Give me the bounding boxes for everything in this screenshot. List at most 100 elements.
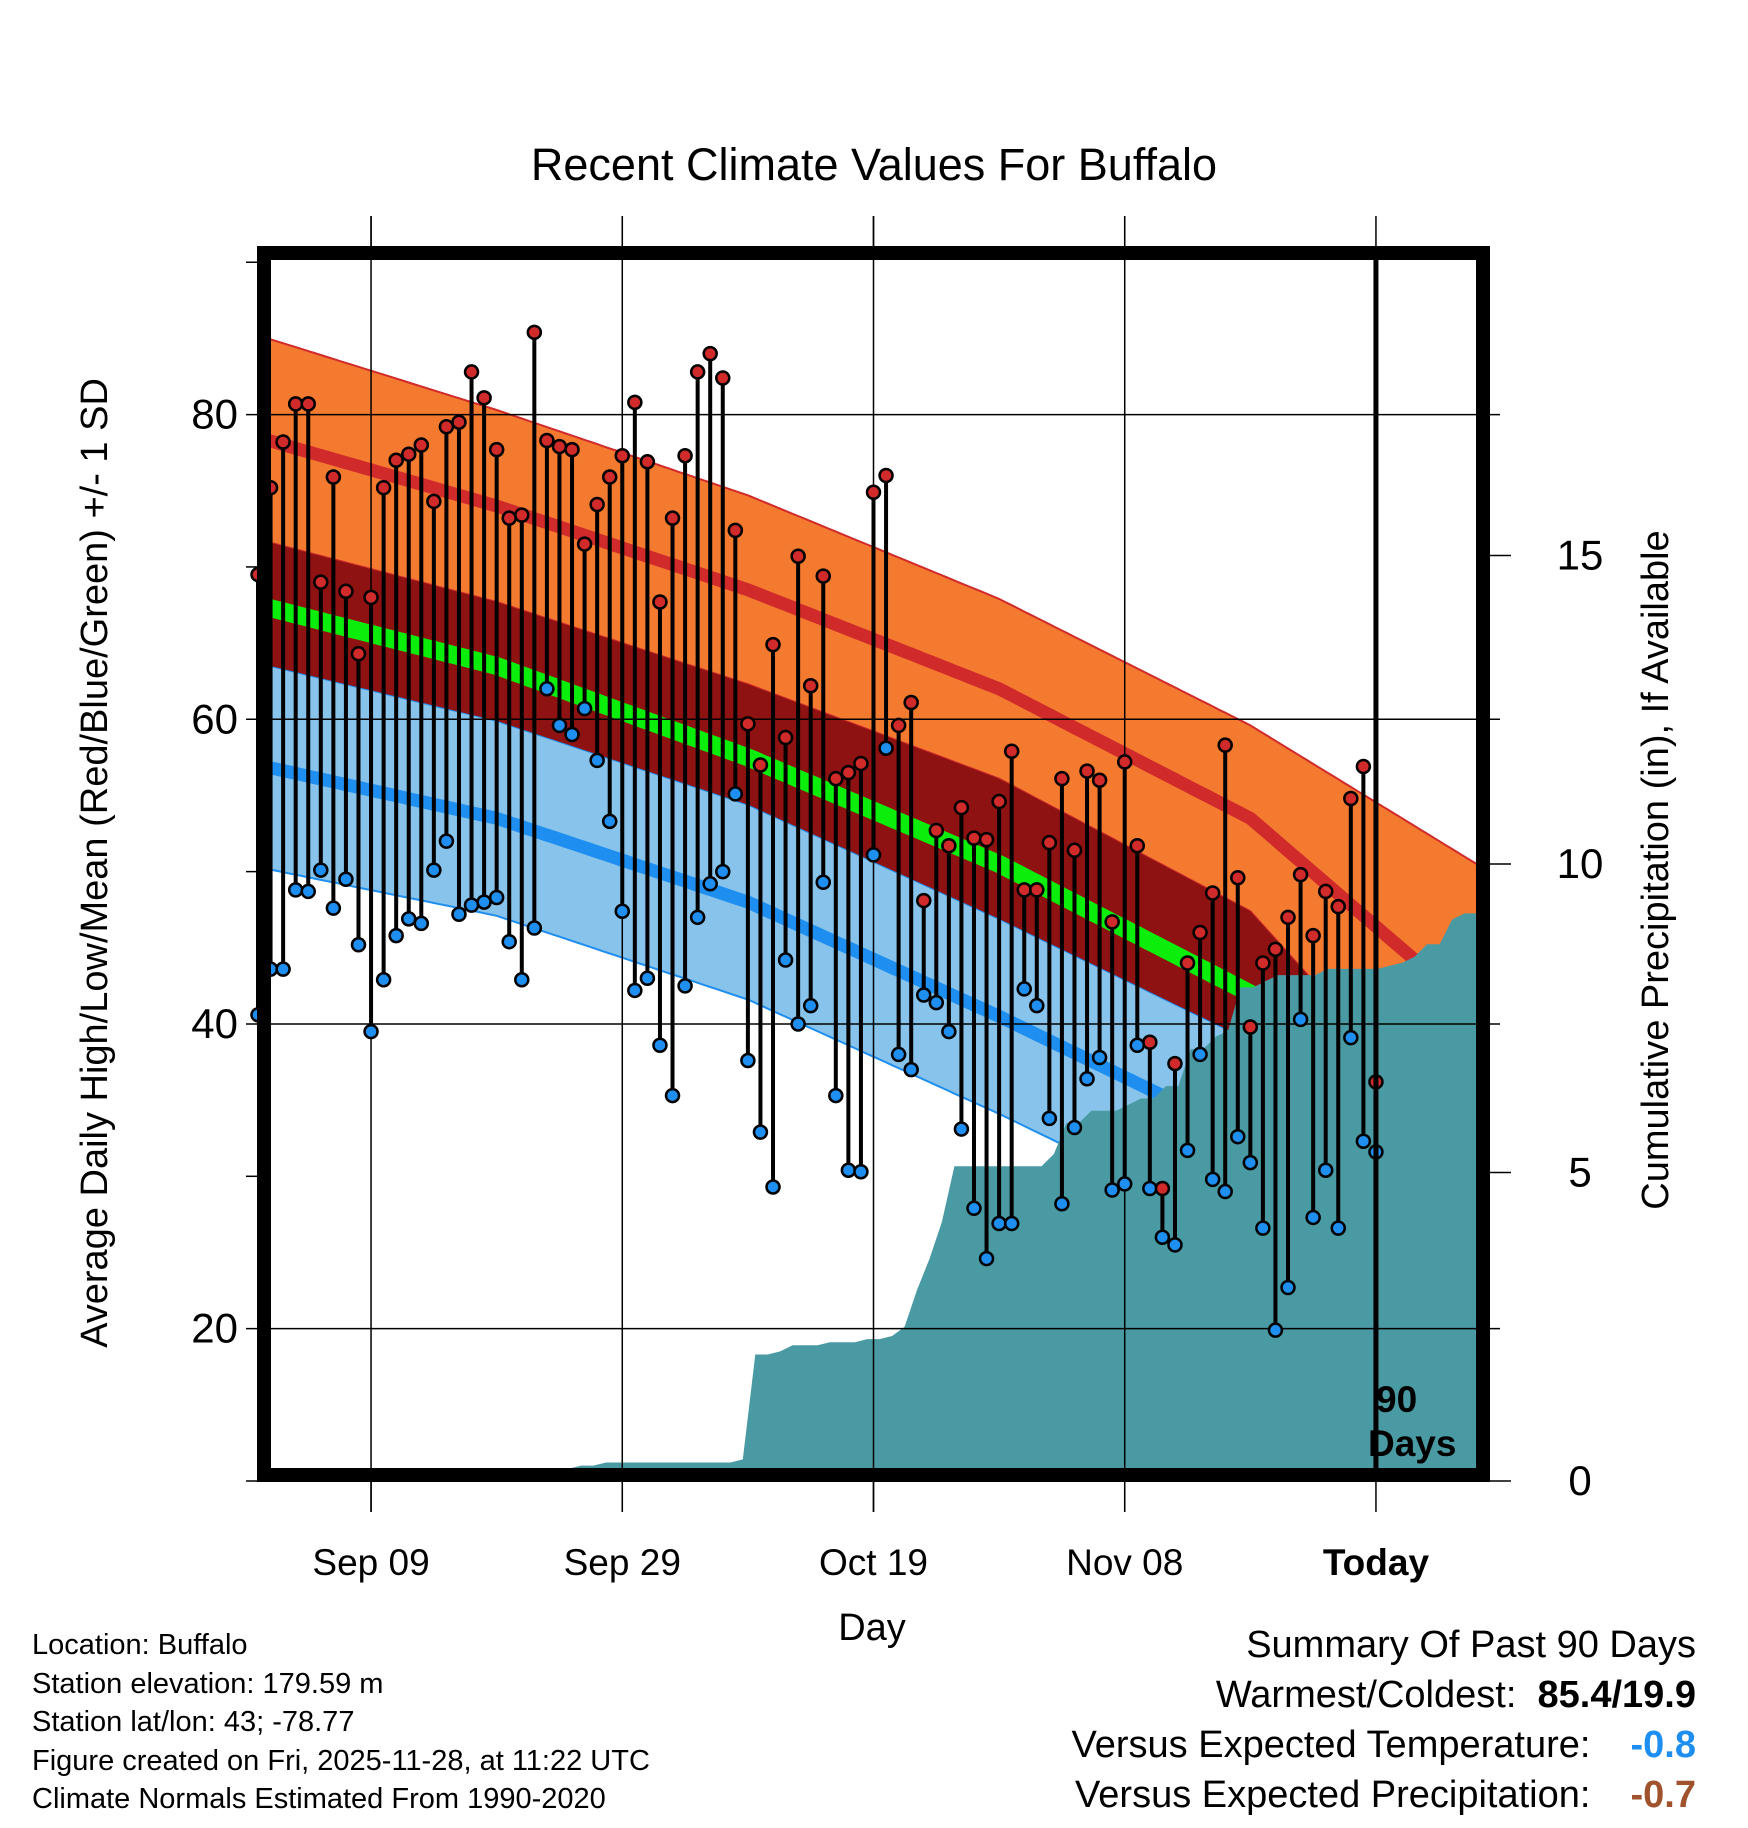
daily-high-point <box>1091 772 1108 788</box>
daily-high-point <box>765 636 781 653</box>
daily-high-point <box>941 837 957 854</box>
x-axis-label: Day <box>838 1607 906 1649</box>
daily-low-point <box>1217 1183 1233 1200</box>
daily-low-point <box>978 1250 995 1267</box>
daily-low-point <box>1192 1046 1208 1063</box>
daily-low-point <box>589 752 605 769</box>
daily-high-point <box>388 452 404 469</box>
daily-low-point <box>1305 1209 1321 1226</box>
x-tick-label: Sep 29 <box>564 1542 681 1583</box>
daily-low-point <box>539 681 555 697</box>
daily-high-point <box>1280 909 1296 926</box>
daily-high-point <box>1054 770 1070 787</box>
daily-low-point <box>878 740 894 756</box>
daily-high-point <box>275 434 291 450</box>
daily-high-point <box>702 345 718 362</box>
daily-low-point <box>828 1087 844 1104</box>
daily-high-point <box>903 694 919 711</box>
daily-low-point <box>1255 1220 1271 1236</box>
daily-high-point <box>375 479 392 496</box>
daily-low-point <box>1242 1154 1259 1171</box>
daily-low-point <box>1129 1037 1146 1054</box>
daily-low-point <box>1091 1049 1108 1066</box>
daily-high-point <box>1305 927 1321 944</box>
daily-low-point <box>400 911 417 927</box>
daily-low-point <box>287 882 304 898</box>
daily-low-point <box>702 876 718 892</box>
daily-high-point <box>677 447 693 464</box>
daily-high-point <box>991 793 1007 810</box>
daily-high-point <box>1204 885 1221 901</box>
daily-low-point <box>777 952 794 968</box>
x-tick-label: Today <box>1323 1542 1430 1583</box>
daily-high-point <box>451 414 467 430</box>
daily-high-point <box>488 441 505 458</box>
daily-low-point <box>953 1121 970 1137</box>
created-text: Figure created on Fri, 2025-11-28, at 11… <box>32 1744 650 1777</box>
daily-low-point <box>1029 997 1045 1014</box>
daily-low-point <box>689 909 706 926</box>
x-tick-label: Oct 19 <box>819 1542 928 1583</box>
temp-value: -0.8 <box>1630 1724 1696 1766</box>
daily-high-point <box>652 594 668 610</box>
daily-high-point <box>400 446 417 462</box>
daily-low-point <box>1280 1279 1296 1296</box>
location-text: Location: Buffalo <box>32 1629 248 1661</box>
daily-low-point <box>802 997 819 1014</box>
daily-high-point <box>815 568 832 584</box>
daily-low-point <box>426 862 442 878</box>
daily-high-point <box>589 496 605 513</box>
daily-low-point <box>476 894 492 910</box>
daily-low-point <box>614 903 631 919</box>
daily-high-point <box>514 507 530 523</box>
daily-high-point <box>639 454 656 470</box>
daily-low-point <box>1204 1171 1221 1188</box>
daily-low-point <box>752 1124 769 1140</box>
latlon-text: Station lat/lon: 43; -78.77 <box>32 1706 355 1738</box>
daily-high-point <box>1192 924 1208 941</box>
daily-low-point <box>313 862 329 878</box>
daily-low-point <box>1116 1176 1133 1192</box>
daily-low-point <box>790 1016 806 1032</box>
daily-high-point <box>727 522 744 539</box>
y-tick-label: 20 <box>191 1305 238 1352</box>
plot-frame <box>257 246 1490 1482</box>
daily-low-point <box>1179 1142 1196 1159</box>
daily-low-point <box>815 874 832 891</box>
daily-low-point <box>388 927 404 944</box>
daily-high-point <box>627 394 643 411</box>
daily-high-point <box>1330 898 1347 915</box>
daily-low-point <box>1167 1237 1183 1253</box>
daily-low-point <box>438 833 455 849</box>
daily-high-point <box>614 447 631 464</box>
daily-low-point <box>1003 1215 1020 1232</box>
daily-high-point <box>1255 955 1271 971</box>
daily-high-point <box>526 324 543 341</box>
daily-high-point <box>325 469 342 485</box>
y-tick-label: 80 <box>191 391 238 438</box>
daily-low-point <box>727 786 744 802</box>
daily-low-point <box>664 1087 681 1104</box>
daily-high-point <box>1104 914 1120 930</box>
daily-low-point <box>551 717 568 734</box>
daily-high-point <box>1179 955 1196 971</box>
daily-low-point <box>1343 1029 1359 1046</box>
y-axis-label: Average Daily High/Low/Mean (Red/Blue/Gr… <box>74 378 116 1348</box>
warmest-label: Warmest/Coldest: <box>1215 1674 1517 1716</box>
daily-high-point <box>1066 842 1083 859</box>
daily-low-point <box>1154 1229 1171 1245</box>
daily-low-point <box>1104 1182 1120 1198</box>
daily-high-point <box>363 589 379 606</box>
y-tick-label: 60 <box>191 695 238 742</box>
daily-low-point <box>1016 981 1032 997</box>
daily-high-point <box>1292 866 1309 883</box>
daily-low-point <box>1041 1110 1058 1127</box>
y2-axis-label: Cumulative Precipitation (in), If Availa… <box>1635 530 1677 1209</box>
daily-low-point <box>300 883 316 900</box>
summary-title: Summary Of Past 90 Days <box>1246 1624 1696 1666</box>
daily-high-point <box>438 419 455 435</box>
daily-high-point <box>350 646 367 662</box>
daily-low-point <box>677 978 693 994</box>
x-tick-label: Nov 08 <box>1066 1542 1183 1583</box>
precip-label: Versus Expected Precipitation: <box>1075 1774 1591 1816</box>
